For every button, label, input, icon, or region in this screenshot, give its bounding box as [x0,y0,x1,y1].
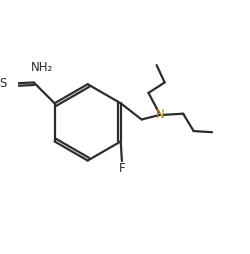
Text: NH₂: NH₂ [31,61,53,74]
Text: S: S [0,77,6,90]
Text: N: N [155,108,164,121]
Text: F: F [118,162,125,174]
